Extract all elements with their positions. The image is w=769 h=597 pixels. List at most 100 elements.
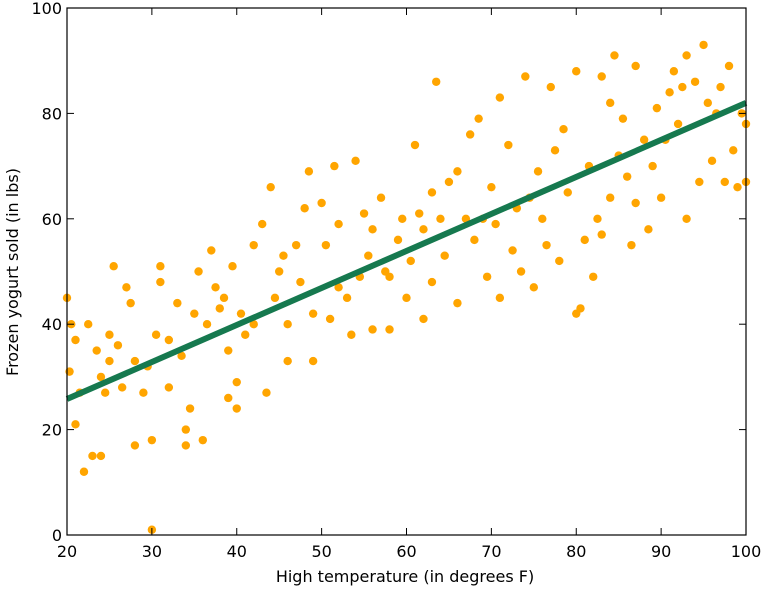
- x-tick-label: 50: [311, 542, 331, 561]
- data-point: [639, 135, 649, 144]
- data-point: [334, 283, 343, 292]
- data-point: [606, 98, 615, 108]
- data-point: [597, 230, 606, 239]
- data-point: [427, 277, 437, 287]
- data-point: [644, 225, 653, 234]
- y-tick-label: 60: [42, 210, 62, 229]
- data-point: [669, 67, 679, 76]
- y-tick-label: 0: [52, 526, 62, 545]
- data-point: [194, 267, 203, 276]
- data-point: [308, 356, 318, 366]
- data-point: [279, 251, 288, 260]
- data-point: [618, 114, 628, 123]
- data-point: [71, 420, 80, 429]
- data-point: [249, 240, 258, 250]
- data-point: [304, 167, 314, 176]
- data-point: [84, 320, 93, 329]
- data-point: [126, 298, 135, 308]
- data-point: [88, 451, 97, 461]
- data-point: [224, 346, 233, 355]
- data-point: [410, 140, 420, 150]
- data-point: [71, 335, 80, 345]
- data-point: [516, 267, 526, 276]
- y-axis-label: Frozen yogurt sold (in lbs): [3, 168, 22, 376]
- data-point: [211, 283, 220, 292]
- data-point: [368, 225, 377, 234]
- data-point: [470, 235, 479, 245]
- data-point: [113, 341, 123, 350]
- data-point: [678, 82, 687, 92]
- data-point: [232, 404, 241, 413]
- data-point: [393, 235, 403, 245]
- data-point: [347, 330, 356, 339]
- data-point: [699, 40, 708, 50]
- data-point: [648, 161, 657, 171]
- data-point: [720, 177, 729, 187]
- data-point: [665, 88, 674, 97]
- data-point: [283, 356, 292, 366]
- x-axis-label: High temperature (in degrees F): [276, 567, 534, 586]
- data-point: [164, 383, 174, 392]
- data-point: [330, 161, 339, 171]
- data-point: [130, 441, 140, 450]
- data-point: [300, 204, 309, 213]
- data-point: [177, 351, 186, 361]
- x-tick-label: 30: [142, 542, 162, 561]
- data-point: [482, 272, 492, 281]
- data-point: [465, 130, 475, 139]
- data-point: [563, 188, 572, 197]
- data-point: [117, 383, 127, 392]
- data-point: [181, 441, 191, 450]
- plot-frame: [66, 7, 747, 536]
- data-point: [453, 298, 462, 308]
- data-point: [550, 146, 560, 155]
- data-point: [92, 346, 101, 355]
- data-point: [652, 103, 662, 113]
- data-point: [122, 283, 131, 292]
- data-point: [351, 156, 360, 166]
- data-point: [453, 167, 462, 176]
- data-point: [181, 425, 191, 434]
- x-tick-label: 40: [227, 542, 247, 561]
- data-point: [631, 61, 640, 71]
- y-tick-label: 40: [42, 315, 62, 334]
- data-point: [321, 240, 331, 250]
- data-point: [559, 125, 568, 134]
- data-point: [385, 272, 394, 281]
- data-point: [656, 193, 666, 202]
- y-tick-label: 20: [42, 421, 62, 440]
- data-point: [729, 146, 738, 155]
- data-point: [232, 377, 241, 387]
- data-point: [156, 277, 165, 287]
- data-point: [385, 325, 394, 334]
- data-point: [228, 262, 237, 271]
- data-point: [597, 72, 606, 81]
- data-point: [207, 246, 216, 255]
- data-point: [249, 320, 258, 329]
- data-point: [555, 256, 564, 266]
- data-point: [440, 251, 449, 260]
- data-point: [576, 304, 585, 313]
- data-point: [139, 388, 148, 397]
- data-point: [258, 219, 267, 229]
- data-point: [368, 325, 377, 334]
- data-point: [96, 451, 106, 461]
- data-point: [359, 209, 369, 218]
- data-point: [219, 293, 229, 303]
- data-point: [627, 240, 636, 250]
- data-point: [495, 293, 505, 303]
- data-point: [606, 193, 615, 202]
- data-point: [542, 240, 551, 250]
- data-point: [241, 330, 250, 339]
- data-point: [224, 393, 233, 403]
- data-point: [308, 309, 318, 318]
- data-point: [147, 435, 157, 445]
- y-tick-label: 100: [31, 0, 62, 18]
- data-point: [415, 209, 424, 218]
- data-point: [690, 77, 700, 86]
- data-point: [296, 277, 305, 287]
- data-point: [325, 314, 335, 324]
- x-tick-label: 70: [481, 542, 501, 561]
